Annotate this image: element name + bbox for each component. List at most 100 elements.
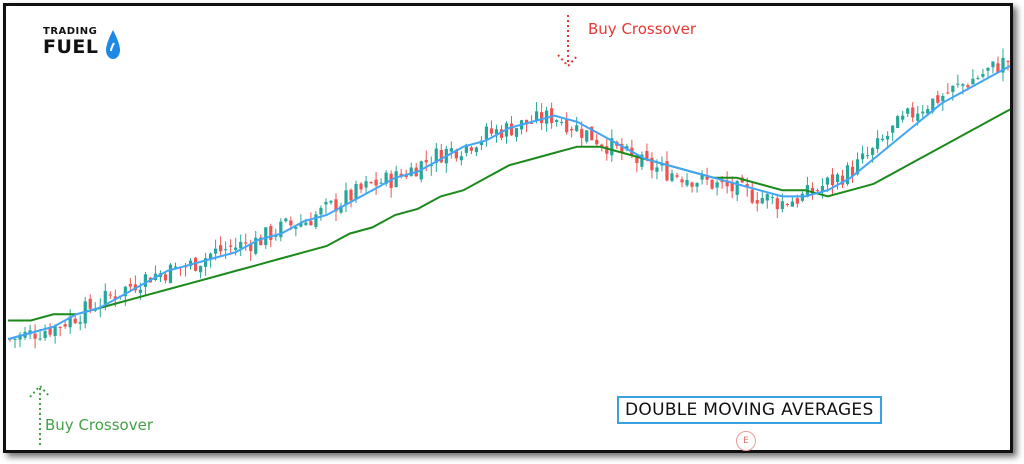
candle-body [850,166,855,176]
candle-body [314,214,318,227]
candle-body [840,175,845,185]
candle-body [770,196,774,198]
candle-body [299,223,303,227]
candle-body [324,201,328,205]
candle-body [790,201,794,207]
slow-moving-average-line [8,108,1011,322]
candle-body [610,138,614,156]
candle-body [138,289,142,293]
candle-body [103,290,107,305]
candle-body [570,128,574,131]
candle-body [820,186,825,192]
candle-body [891,125,895,133]
candle-body [494,129,499,135]
candle-body [539,112,544,124]
candle-body [645,151,649,160]
candle-body [961,84,965,86]
candle-body [399,173,403,176]
candle-body [43,331,47,339]
candle-body [18,334,22,340]
candle-body [459,156,463,161]
candle-body [429,164,433,167]
candle-body [409,167,413,176]
candle-body [755,200,759,204]
candle-body [931,98,935,112]
candle-body [710,179,714,189]
candle-body [424,160,428,163]
candle-body [479,140,484,146]
candle-body [665,161,669,181]
candle-body [565,118,569,133]
candle-body [53,325,57,336]
candle-body [33,333,37,339]
candle-body [439,149,443,163]
candle-body [219,245,223,252]
candle-body [1006,61,1010,63]
top-signal-label: Buy Crossover [588,20,697,38]
candle-body [349,189,353,201]
candle-body [474,147,479,153]
candle-body [926,109,930,114]
logo-top-text: TRADING [43,26,98,37]
candle-body [143,274,148,287]
candle-body [534,111,539,122]
candle-body [93,309,97,311]
candle-body [956,83,960,85]
candle-body [901,115,905,120]
candle-body [359,183,363,190]
candle-body [670,173,674,181]
candle-body [229,245,233,247]
candle-body [284,218,288,222]
candle-body [921,111,925,114]
candle-body [193,257,198,271]
candle-body [73,318,77,324]
candle-body [730,183,734,192]
candle-body [966,85,970,88]
candle-body [188,260,193,267]
candle-body [234,247,238,250]
candle-body [78,322,82,324]
candle-body [524,119,529,125]
water-drop-icon [106,30,120,59]
candle-body [38,338,42,340]
candle-body [319,207,323,215]
candle-body [555,120,559,123]
candle-body [946,92,950,94]
candle-body [916,113,920,121]
candle-body [976,77,980,79]
candle-body [886,135,890,140]
candle-body [780,201,784,209]
candle-body [48,327,52,335]
candle-body [279,221,283,238]
candle-body [986,67,990,71]
candle-body [209,253,213,259]
candle-body [906,108,910,114]
candle-body [264,227,268,245]
candle-body [434,148,438,163]
candle-body [705,176,709,180]
candle-body [469,147,473,151]
candle-body [845,165,850,185]
candle-body [173,266,178,268]
brand-logo: TRADING FUEL [43,26,120,59]
candle-body [620,143,624,153]
candle-body [595,139,599,145]
logo-bottom-text: FUEL [43,36,99,58]
candle-body [575,125,579,132]
candle-body [198,265,203,273]
candle-body [936,95,940,103]
candle-body [239,241,243,249]
candle-body [374,179,378,186]
candle-body [369,182,373,184]
candle-body [394,171,398,188]
candle-body [735,181,739,195]
candle-body [259,237,263,246]
candle-body [765,194,769,201]
candle-body [304,222,308,226]
candle-body [941,95,945,102]
candle-body [650,157,654,171]
candle-body [269,226,273,240]
candle-body [690,182,694,187]
candle-body [580,128,584,138]
